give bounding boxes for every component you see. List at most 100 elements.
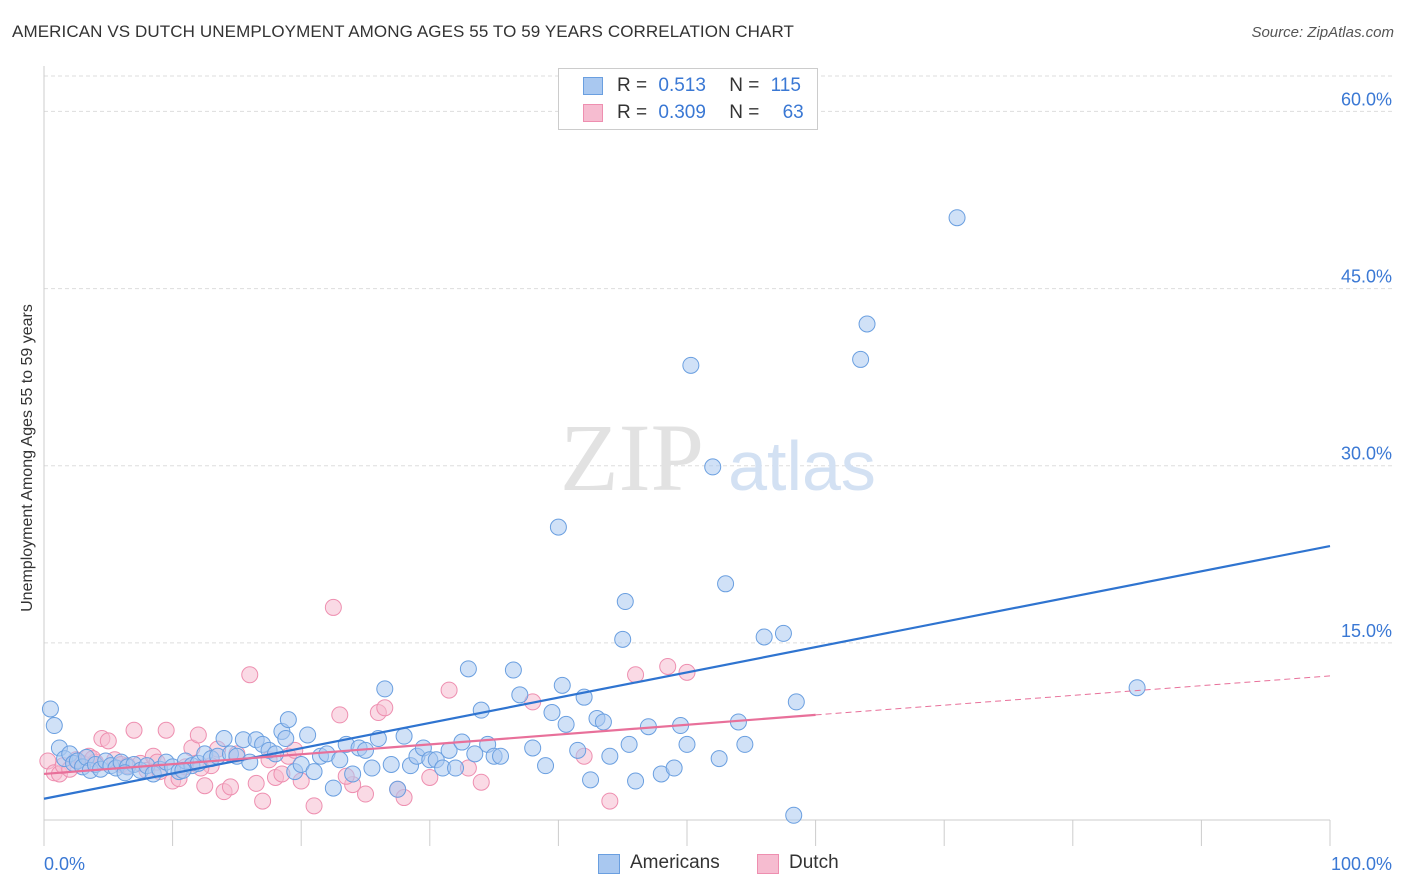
americans-point — [472, 701, 490, 719]
americans-point — [524, 739, 542, 757]
americans-point — [704, 458, 722, 476]
americans-point — [277, 730, 295, 748]
y-tick-label: 15.0% — [1341, 621, 1392, 641]
dutch-point — [659, 657, 677, 675]
dutch-point — [247, 774, 265, 792]
americans-point — [299, 726, 317, 744]
americans-point — [549, 518, 567, 536]
americans-point — [787, 693, 805, 711]
americans-point — [678, 735, 696, 753]
americans-legend-label: Americans — [630, 852, 720, 873]
n-label: N = — [729, 102, 760, 123]
americans-point — [395, 727, 413, 745]
dutch-point — [125, 721, 143, 739]
americans-point — [614, 630, 632, 648]
dutch-point — [472, 773, 490, 791]
americans-point — [376, 680, 394, 698]
americans-point — [324, 779, 342, 797]
americans-trend-line — [43, 544, 1331, 800]
americans-legend-swatch — [598, 854, 620, 874]
americans-point — [363, 759, 381, 777]
dutch-point — [305, 797, 323, 815]
americans-point — [582, 771, 600, 789]
americans-point — [511, 686, 529, 704]
americans-point — [466, 745, 484, 763]
x-tick-label: 100.0% — [1331, 854, 1392, 874]
americans-point — [774, 624, 792, 642]
americans-point — [569, 741, 587, 759]
dutch-swatch — [583, 104, 603, 122]
watermark-zip: ZIP — [560, 404, 704, 511]
americans-point — [292, 755, 310, 773]
americans-point — [948, 209, 966, 227]
y-tick-label: 45.0% — [1341, 267, 1392, 287]
americans-point — [344, 765, 362, 783]
americans-point — [755, 628, 773, 646]
americans-point — [620, 735, 638, 753]
y-tick-label: 30.0% — [1341, 444, 1392, 464]
dutch-point — [241, 666, 259, 684]
dutch-legend-swatch — [757, 854, 779, 874]
americans-point — [557, 715, 575, 733]
americans-point — [331, 751, 349, 769]
trend-lines — [43, 544, 1331, 800]
dutch-r-value: 0.309 — [658, 102, 706, 123]
dutch-point — [324, 598, 342, 616]
axes — [43, 66, 1331, 846]
americans-point — [858, 315, 876, 333]
americans-point — [45, 717, 63, 735]
dutch-n-value: 63 — [782, 102, 804, 123]
americans-point — [305, 763, 323, 781]
americans-point — [736, 735, 754, 753]
r-label: R = — [617, 102, 648, 123]
dutch-point — [331, 706, 349, 724]
r-label: R = — [617, 75, 648, 96]
dutch-point — [157, 721, 175, 739]
americans-point — [616, 593, 634, 611]
n-label: N = — [729, 75, 760, 96]
americans-point — [382, 755, 400, 773]
americans-point — [601, 747, 619, 765]
americans-n-value: 115 — [770, 75, 801, 96]
gridlines — [44, 75, 1394, 644]
americans-point — [492, 747, 510, 765]
dutch-point — [357, 785, 374, 803]
americans-point — [215, 730, 233, 748]
americans-point — [41, 700, 59, 718]
dutch-point — [421, 768, 439, 786]
dutch-legend-label: Dutch — [789, 852, 839, 873]
dutch-point — [196, 777, 214, 795]
dutch-point — [254, 792, 272, 810]
americans-point — [543, 704, 561, 722]
correlation-legend: R = 0.513 N = 115 R = 0.309 N = 63 — [558, 68, 818, 130]
y-axis-label: Unemployment Among Ages 55 to 59 years — [19, 304, 36, 612]
americans-point — [627, 772, 645, 790]
x-tick-label: 0.0% — [44, 854, 85, 874]
americans-point — [1128, 679, 1146, 697]
americans-point — [447, 759, 465, 777]
dutch-trend-extension — [815, 675, 1331, 716]
americans-point — [537, 757, 555, 775]
y-tick-label: 60.0% — [1341, 89, 1392, 109]
americans-point — [717, 575, 735, 593]
watermark-atlas: atlas — [728, 427, 876, 505]
tick-labels: 15.0% 30.0% 45.0% 60.0% 0.0% 100.0% — [44, 89, 1392, 874]
americans-point — [665, 759, 683, 777]
dutch-point — [440, 681, 458, 699]
americans-point — [504, 661, 522, 679]
legend-americans-text: R = 0.513 N = 115 — [617, 75, 801, 97]
americans-points — [41, 209, 1146, 824]
chart-title: AMERICAN VS DUTCH UNEMPLOYMENT AMONG AGE… — [12, 22, 795, 41]
watermark: ZIP atlas — [560, 404, 876, 511]
dutch-point — [189, 726, 207, 744]
americans-point — [553, 676, 571, 694]
americans-r-value: 0.513 — [658, 75, 706, 96]
americans-point — [279, 711, 297, 729]
americans-point — [710, 750, 728, 768]
americans-point — [852, 350, 870, 368]
americans-point — [594, 713, 612, 731]
americans-point — [682, 356, 700, 374]
legend-dutch-text: R = 0.309 N = 63 — [617, 102, 804, 124]
dutch-point — [99, 732, 117, 750]
